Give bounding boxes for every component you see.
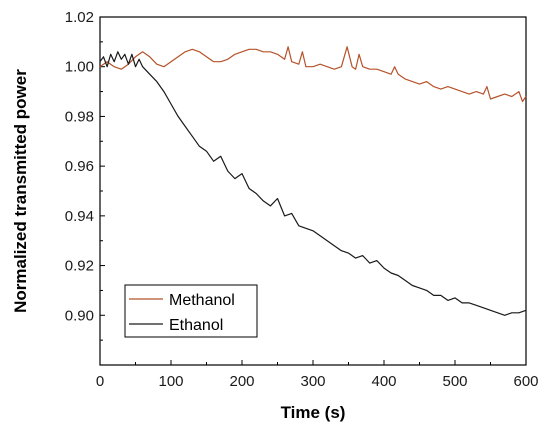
series-line-ethanol [99,51,527,316]
x-tick-label: 200 [229,373,254,390]
legend-label-ethanol: Ethanol [169,317,223,334]
legend-label-methanol: Methanol [169,292,235,309]
x-tick-label: 300 [300,373,325,390]
x-tick-label: 600 [513,373,538,390]
legend-box [124,284,258,338]
y-tick-label: 0.92 [65,258,94,275]
y-tick-label: 1.00 [65,59,94,76]
series-line-methanol [99,46,527,103]
y-tick-label: 0.98 [65,108,94,125]
x-tick-label: 0 [96,373,104,390]
x-tick-label: 400 [371,373,396,390]
y-tick-label: 0.96 [65,158,94,175]
x-tick-label: 500 [442,373,467,390]
x-axis-title: Time (s) [281,403,346,422]
y-tick-label: 0.94 [65,208,94,225]
y-axis-title: Normalized transmitted power [11,69,30,313]
y-tick-label: 0.90 [65,307,94,324]
x-tick-label: 100 [158,373,183,390]
y-tick-label: 1.02 [65,9,94,26]
